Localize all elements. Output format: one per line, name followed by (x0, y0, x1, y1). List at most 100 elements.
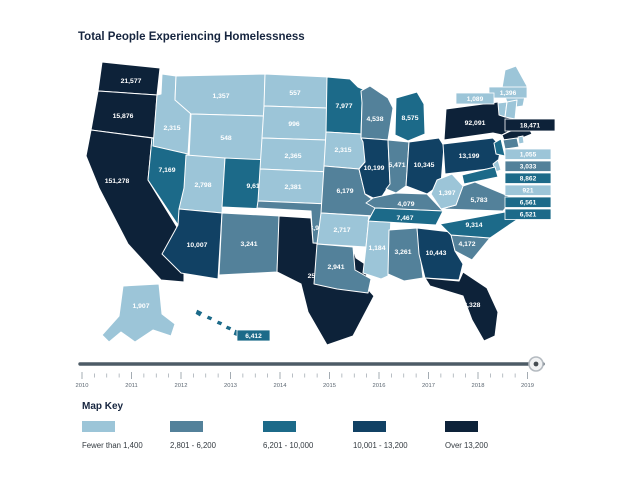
state-ak[interactable] (101, 283, 176, 343)
slider-year-label: 2016 (373, 383, 386, 389)
legend-swatch-1 (82, 421, 115, 432)
slider-year-label: 2015 (323, 383, 336, 389)
callout-value-dc: 6,521 (520, 212, 537, 219)
state-la[interactable] (313, 243, 372, 294)
state-value-oh: 10,345 (414, 162, 435, 169)
state-value-tn: 7,467 (396, 215, 413, 222)
state-value-il: 10,199 (364, 165, 385, 172)
state-value-wy: 548 (220, 135, 232, 142)
legend-label-3: 6,201 - 10,000 (263, 441, 314, 450)
callout-value-ct: 3,033 (520, 164, 537, 171)
state-value-nd: 557 (289, 90, 301, 97)
callout-ri[interactable] (504, 148, 552, 160)
callout-ma[interactable] (504, 118, 556, 132)
state-value-sc: 4,172 (458, 241, 475, 248)
state-value-pa: 13,199 (459, 153, 480, 160)
state-value-la: 2,941 (327, 264, 344, 271)
state-value-ne: 2,365 (284, 153, 301, 160)
state-value-wa: 21,577 (121, 78, 142, 85)
us-choropleth-map: 21,577 15,876 151,278 7,169 2,315 1,357 548 2,7… (85, 61, 556, 346)
slider-year-label: 2012 (175, 383, 188, 389)
callout-value-ma: 18,471 (520, 122, 541, 129)
state-value-ar: 2,717 (333, 227, 350, 234)
state-value-id: 2,315 (163, 125, 180, 132)
slider-year-label: 2010 (76, 383, 89, 389)
state-hi[interactable] (224, 324, 233, 332)
slider-year-label: 2011 (125, 383, 137, 389)
state-ri[interactable] (517, 135, 525, 145)
slider-year-label: 2014 (274, 383, 288, 389)
state-value-wi: 4,538 (366, 116, 383, 123)
callout-value-de: 921 (522, 188, 533, 195)
state-fl[interactable] (424, 271, 499, 342)
state-wv[interactable] (430, 173, 464, 210)
state-wi[interactable] (360, 85, 394, 141)
state-al[interactable] (387, 227, 424, 282)
legend-swatch-5 (445, 421, 478, 432)
legend-item-4: 10,001 - 13,200 (353, 421, 463, 450)
legend-swatch-3 (263, 421, 296, 432)
callout-value-hi: 6,412 (245, 333, 262, 340)
state-value-sd: 996 (288, 121, 300, 128)
callout-value-ri: 1,055 (520, 152, 537, 159)
callout-value-vt: 1,089 (467, 96, 484, 103)
chart-title: Total People Experiencing Homelessness (78, 31, 305, 43)
slider-year-label: 2013 (224, 383, 237, 389)
state-pa[interactable] (442, 137, 502, 175)
state-value-or: 15,876 (113, 113, 134, 120)
state-value-ak: 1,907 (132, 303, 149, 310)
state-value-ms: 1,184 (368, 245, 385, 252)
state-value-ga: 10,443 (426, 250, 447, 257)
state-value-mi: 8,575 (401, 115, 418, 122)
state-tn[interactable] (367, 207, 444, 226)
state-value-mn: 7,977 (335, 103, 352, 110)
callout-md[interactable] (504, 196, 552, 208)
legend-item-5: Over 13,200 (445, 421, 555, 450)
state-ct[interactable] (502, 137, 520, 150)
legend-item-2: 2,801 - 6,200 (170, 421, 280, 450)
state-value-az: 10,007 (187, 242, 208, 249)
callout-de[interactable] (504, 184, 552, 196)
state-value-mt: 1,357 (212, 93, 229, 100)
map-key: Map Key Fewer than 1,400 2,801 - 6,200 6,2… (0, 396, 623, 476)
state-value-nv: 7,169 (158, 167, 175, 174)
callout-ct[interactable] (504, 160, 552, 172)
state-value-ca: 151,278 (105, 178, 130, 185)
callout-nj[interactable] (504, 172, 552, 184)
state-nc[interactable] (439, 211, 519, 239)
callout-vt[interactable] (455, 92, 495, 105)
legend-label-4: 10,001 - 13,200 (353, 441, 408, 450)
state-hi[interactable] (194, 308, 204, 318)
legend-item-3: 6,201 - 10,000 (263, 421, 373, 450)
callout-hi[interactable] (236, 329, 271, 342)
timeline-slider[interactable]: 2010 2011 2012 2013 2014 2015 2016 2017 2018 2019 (75, 352, 560, 392)
state-md[interactable] (461, 166, 499, 185)
callout-value-nj: 8,862 (520, 176, 537, 183)
state-value-ks: 2,381 (284, 184, 301, 191)
state-value-mo: 6,179 (336, 188, 353, 195)
state-value-ok: 3,944 (309, 225, 326, 232)
callout-dc[interactable] (504, 208, 552, 220)
slider-year-label: 2019 (521, 383, 534, 389)
state-nh[interactable] (504, 99, 518, 120)
slider-year-label: 2017 (422, 383, 435, 389)
state-value-wv: 1,397 (438, 190, 455, 197)
state-value-ia: 2,315 (334, 147, 351, 154)
legend-label-2: 2,801 - 6,200 (170, 441, 216, 450)
state-mi[interactable] (394, 91, 426, 142)
callout-value-md: 6,561 (520, 200, 537, 207)
legend-swatch-2 (170, 421, 203, 432)
state-value-in: 5,471 (388, 162, 405, 169)
state-value-co: 9,619 (246, 183, 263, 190)
state-hi[interactable] (205, 314, 214, 322)
state-value-nc: 9,314 (465, 222, 482, 229)
state-value-fl: 28,328 (460, 302, 481, 309)
state-value-ky: 4,079 (397, 201, 414, 208)
callout-value-nh: 1,396 (500, 90, 517, 97)
callout-nh[interactable] (488, 86, 528, 99)
state-value-va: 5,783 (470, 197, 487, 204)
map-key-heading: Map Key (82, 401, 124, 412)
state-value-ut: 2,798 (194, 182, 211, 189)
state-hi[interactable] (215, 319, 224, 327)
